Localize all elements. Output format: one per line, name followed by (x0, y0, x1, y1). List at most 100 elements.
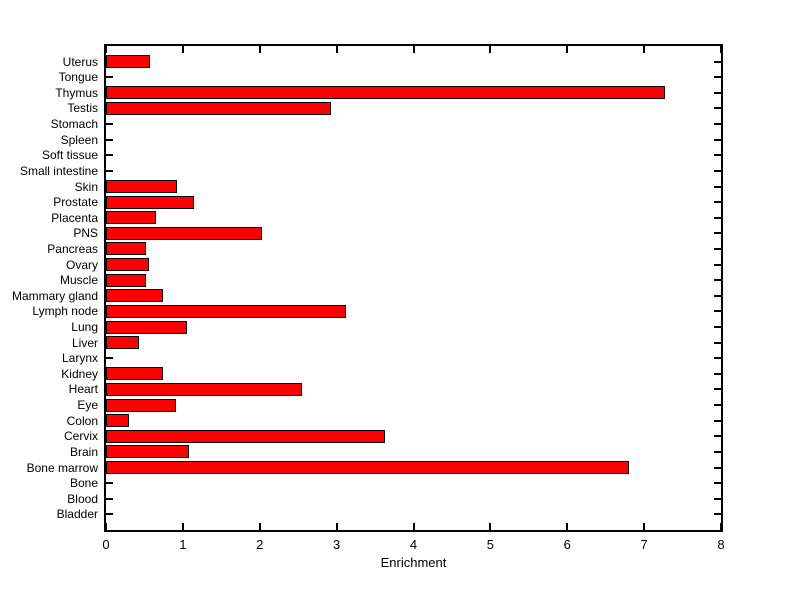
x-axis-tick-top (105, 46, 107, 53)
bar-heart (106, 382, 302, 396)
y-axis-label: Uterus (62, 54, 98, 69)
x-axis-tick-label: 4 (409, 537, 418, 552)
y-axis-label: Colon (66, 413, 98, 428)
y-axis-tick-right (714, 169, 721, 172)
bar-pns (106, 226, 262, 240)
bar-pancreas (106, 242, 147, 256)
x-axis-tick-bottom (566, 523, 569, 530)
y-axis-label: Brain (69, 444, 98, 459)
bar-liver (106, 336, 139, 350)
bar-lung (106, 320, 188, 334)
y-axis-label: Small intestine (19, 163, 98, 178)
y-axis-tick-left (106, 154, 113, 157)
y-axis-tick-right (714, 91, 721, 94)
x-axis-tick-bottom (412, 523, 415, 530)
x-axis-tick-label: 7 (640, 537, 648, 552)
y-axis-label: Kidney (61, 366, 98, 381)
y-axis-tick-right (714, 419, 721, 422)
y-axis-label: Heart (68, 382, 98, 397)
y-axis-tick-right (714, 185, 721, 188)
y-axis-tick-right (714, 216, 721, 219)
y-axis-tick-right (714, 138, 721, 141)
y-axis-tick-right (714, 76, 721, 79)
bar-skin (106, 180, 178, 194)
x-axis-tick-bottom (258, 523, 261, 530)
y-axis-tick-right (714, 388, 721, 391)
x-axis-tick-top (181, 46, 184, 53)
x-axis-tick-top (643, 46, 646, 53)
y-axis-tick-left (106, 513, 113, 516)
x-axis-title: Enrichment (380, 555, 447, 570)
y-axis-label: Bone (69, 476, 98, 491)
bar-bone-marrow (106, 461, 630, 475)
x-axis-tick-top (412, 46, 415, 53)
x-axis-tick-top (566, 46, 569, 53)
y-axis-tick-left (106, 497, 113, 500)
y-axis-label: Eye (77, 398, 98, 413)
x-axis-tick-bottom (335, 523, 338, 530)
y-axis-label: Mammary gland (11, 288, 98, 303)
y-axis-label: Pancreas (47, 241, 98, 256)
y-axis-label: Blood (67, 491, 98, 506)
bar-cervix (106, 429, 385, 443)
y-axis-tick-right (714, 294, 721, 297)
x-axis-tick-bottom (720, 523, 722, 530)
x-axis-tick-bottom (489, 523, 492, 530)
y-axis-label: Tongue (58, 70, 98, 85)
y-axis-label: Larynx (61, 351, 98, 366)
y-axis-tick-right (714, 310, 721, 313)
y-axis-label: Spleen (60, 132, 98, 147)
x-axis-tick-label: 0 (102, 537, 110, 552)
x-axis-tick-bottom (105, 523, 107, 530)
y-axis-tick-right (714, 123, 721, 126)
y-axis-label: Cervix (63, 429, 98, 444)
x-axis-tick-top (489, 46, 492, 53)
bar-lymph-node (106, 304, 347, 318)
bar-prostate (106, 195, 195, 209)
x-axis-tick-top (335, 46, 338, 53)
y-axis-label: Bone marrow (26, 460, 98, 475)
y-axis-tick-right (714, 466, 721, 469)
x-axis-tick-label: 5 (486, 537, 494, 552)
y-axis-label: Bladder (56, 507, 98, 522)
y-axis-tick-right (714, 326, 721, 329)
y-axis-label: Testis (67, 101, 98, 116)
bar-ovary (106, 258, 149, 272)
x-axis-tick-label: 1 (179, 537, 187, 552)
bar-brain (106, 445, 190, 459)
y-axis-tick-left (106, 169, 113, 172)
y-axis-tick-left (106, 482, 113, 485)
y-axis-tick-right (714, 60, 721, 63)
bar-uterus (106, 55, 151, 69)
y-axis-tick-left (106, 138, 113, 141)
x-axis-tick-top (720, 46, 722, 53)
bar-muscle (106, 273, 146, 287)
y-axis-label: Liver (71, 335, 98, 350)
x-axis-tick-label: 2 (256, 537, 264, 552)
y-axis-tick-right (714, 497, 721, 500)
y-axis-tick-right (714, 154, 721, 157)
y-axis-tick-right (714, 279, 721, 282)
bar-eye (106, 398, 177, 412)
bar-kidney (106, 367, 164, 381)
y-axis-tick-right (714, 341, 721, 344)
y-axis-tick-right (714, 357, 721, 360)
y-axis-label: Placenta (51, 210, 98, 225)
y-axis-label: PNS (73, 226, 98, 241)
y-axis-label: Lung (71, 320, 98, 335)
plot-area (104, 44, 723, 532)
bar-placenta (106, 211, 156, 225)
y-axis-tick-right (714, 435, 721, 438)
y-axis-tick-left (106, 123, 113, 126)
y-axis-tick-right (714, 513, 721, 516)
y-axis-tick-right (714, 263, 721, 266)
y-axis-label: Prostate (53, 195, 98, 210)
x-axis-tick-top (258, 46, 261, 53)
bar-mammary-gland (106, 289, 163, 303)
y-axis-label: Ovary (65, 257, 98, 272)
x-axis-tick-bottom (181, 523, 184, 530)
y-axis-tick-right (714, 450, 721, 453)
y-axis-tick-right (714, 372, 721, 375)
y-axis-label: Muscle (59, 273, 98, 288)
